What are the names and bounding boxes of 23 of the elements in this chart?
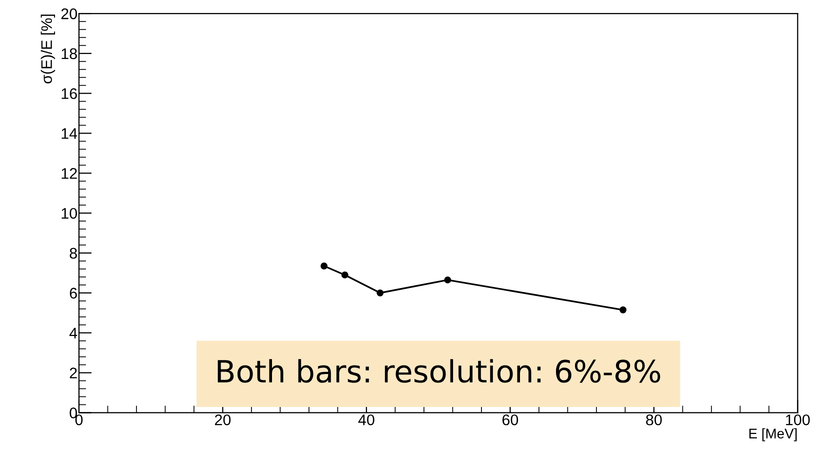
x-tick-label: 40: [358, 414, 374, 426]
y-tick-label: 2: [70, 368, 77, 378]
x-tick-label: 20: [214, 414, 231, 426]
y-tick-label: 16: [62, 88, 77, 100]
x-tick-label: 80: [646, 414, 662, 426]
y-tick-label: 6: [70, 288, 77, 299]
y-tick-label: 20: [61, 8, 77, 20]
y-tick-label: 12: [62, 168, 77, 179]
x-axis-title: E [MeV]: [749, 428, 797, 442]
point: [620, 306, 626, 314]
annotation: Both bars: resolution: 6%-8%: [218, 359, 660, 383]
y-tick-label: 4: [69, 328, 78, 338]
point: [376, 289, 384, 296]
point: [444, 276, 452, 284]
y-tick-label: 18: [62, 48, 77, 60]
y-tick-label: 14: [62, 128, 78, 139]
x-tick-label: 60: [502, 414, 518, 426]
point: [341, 271, 348, 278]
x-tick-label: 100: [786, 414, 810, 426]
y-axis-title: σ(E)/E [%]: [40, 14, 56, 84]
y-tick-label: 10: [62, 208, 77, 219]
y-tick-label: 8: [70, 248, 77, 259]
point: [320, 262, 328, 270]
